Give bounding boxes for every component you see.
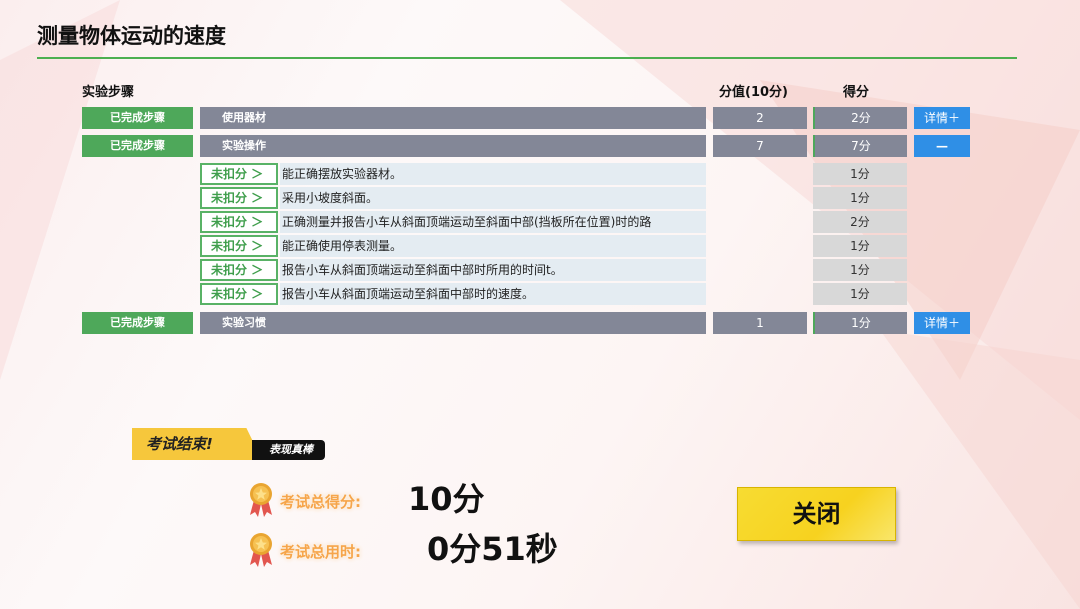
deduction-tag[interactable]: 未扣分 ＞ [200,163,278,185]
status-badge: 已完成步骤 [82,312,193,334]
deduction-tag[interactable]: 未扣分 ＞ [200,211,278,233]
step-name: 使用器材 [200,107,706,129]
criterion-score: 1分 [813,283,907,305]
header-step: 实验步骤 [82,85,135,100]
total-time-label: 考试总用时: [280,543,361,561]
deduction-tag[interactable]: 未扣分 ＞ [200,283,278,305]
medal-icon [250,533,272,567]
step-name: 实验操作 [200,135,706,157]
medal-icon [250,483,272,517]
criterion-score: 1分 [813,163,907,185]
step-row: 已完成步骤 实验操作 7 7分 — [0,135,1080,157]
deduction-tag[interactable]: 未扣分 ＞ [200,259,278,281]
banner-title: 考试结束! [146,435,213,453]
step-row: 已完成步骤 使用器材 2 2分 详情＋ [0,107,1080,129]
criterion-score: 1分 [813,259,907,281]
step-value: 2 [713,107,807,129]
criterion-text: 正确测量并报告小车从斜面顶端运动至斜面中部(挡板所在位置)时的路 [280,211,706,233]
total-time-value: 0分51秒 [427,530,558,568]
criterion-text: 能正确使用停表测量。 [280,235,706,257]
header-value: 分值(10分) [719,85,788,100]
details-expand-button[interactable]: 详情＋ [914,107,970,129]
criterion-row: 未扣分 ＞ 报告小车从斜面顶端运动至斜面中部时的速度。 1分 [0,283,1080,305]
total-score-value: 10分 [408,480,485,518]
step-value: 1 [713,312,807,334]
criterion-row: 未扣分 ＞ 正确测量并报告小车从斜面顶端运动至斜面中部(挡板所在位置)时的路 2… [0,211,1080,233]
collapse-button[interactable]: — [914,135,970,157]
banner-subtitle: 表现真棒 [252,440,325,460]
step-value: 7 [713,135,807,157]
title-divider [37,57,1017,59]
step-score: 1分 [813,312,907,334]
status-badge: 已完成步骤 [82,107,193,129]
exam-finished-banner: 考试结束! 表现真棒 [132,428,327,462]
step-score: 2分 [813,107,907,129]
criterion-text: 报告小车从斜面顶端运动至斜面中部时所用的时间t。 [280,259,706,281]
criterion-score: 1分 [813,235,907,257]
criterion-row: 未扣分 ＞ 报告小车从斜面顶端运动至斜面中部时所用的时间t。 1分 [0,259,1080,281]
close-button[interactable]: 关闭 [737,487,896,541]
header-score: 得分 [843,85,870,100]
criterion-score: 2分 [813,211,907,233]
step-name: 实验习惯 [200,312,706,334]
criterion-text: 报告小车从斜面顶端运动至斜面中部时的速度。 [280,283,706,305]
criterion-text: 能正确摆放实验器材。 [280,163,706,185]
details-expand-button[interactable]: 详情＋ [914,312,970,334]
criterion-row: 未扣分 ＞ 能正确使用停表测量。 1分 [0,235,1080,257]
criterion-score: 1分 [813,187,907,209]
deduction-tag[interactable]: 未扣分 ＞ [200,235,278,257]
step-row: 已完成步骤 实验习惯 1 1分 详情＋ [0,312,1080,334]
page-title: 测量物体运动的速度 [37,24,226,48]
status-badge: 已完成步骤 [82,135,193,157]
step-score: 7分 [813,135,907,157]
deduction-tag[interactable]: 未扣分 ＞ [200,187,278,209]
criterion-text: 采用小坡度斜面。 [280,187,706,209]
total-score-label: 考试总得分: [280,493,361,511]
criterion-row: 未扣分 ＞ 采用小坡度斜面。 1分 [0,187,1080,209]
criterion-row: 未扣分 ＞ 能正确摆放实验器材。 1分 [0,163,1080,185]
